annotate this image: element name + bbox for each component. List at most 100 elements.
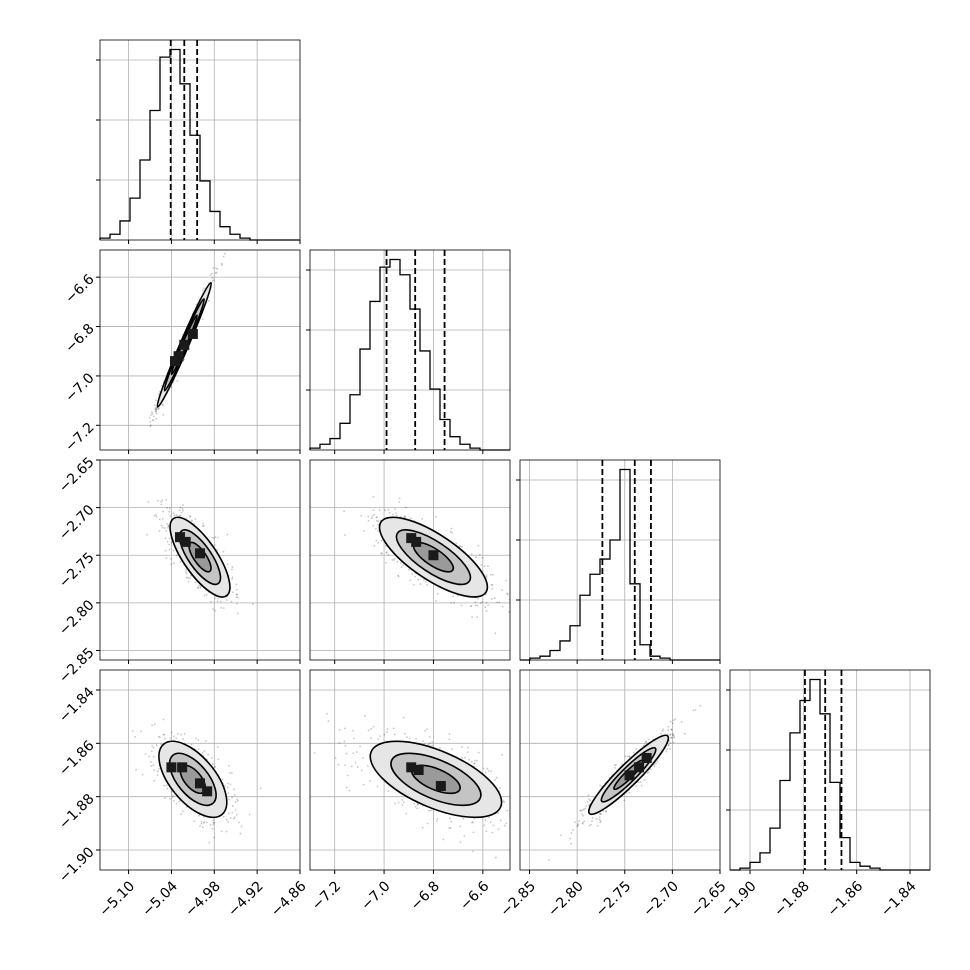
sample-point [417, 578, 420, 581]
sample-point [221, 264, 223, 267]
sample-point [626, 755, 629, 758]
sample-point [574, 821, 576, 824]
sample-point [435, 515, 438, 518]
sample-point [437, 592, 439, 595]
sample-point [583, 808, 585, 811]
sample-point [669, 742, 672, 744]
sample-point [448, 738, 451, 741]
sample-point [424, 581, 427, 583]
sample-point [173, 735, 175, 738]
sample-point [435, 819, 438, 822]
density-peak [170, 356, 180, 367]
sample-point [171, 796, 174, 798]
sample-point [190, 743, 193, 746]
sample-point [360, 769, 363, 772]
sample-point [231, 578, 233, 580]
sample-point [426, 584, 428, 586]
sample-point [473, 762, 476, 765]
sample-point [162, 413, 165, 416]
sample-point [175, 802, 178, 805]
sample-point [227, 764, 230, 767]
sample-point [380, 539, 383, 542]
sample-point [362, 757, 364, 760]
y-tick-label: −2.70 [56, 502, 98, 544]
sample-point [645, 740, 648, 743]
sample-point [224, 245, 226, 247]
sample-point [489, 821, 492, 823]
sample-point [670, 728, 673, 731]
sample-point [572, 829, 575, 831]
sample-point [491, 573, 494, 576]
sample-point [185, 571, 187, 573]
x-tick-label: −5.10 [97, 878, 139, 920]
sample-point [672, 741, 675, 744]
sample-point [148, 755, 151, 758]
density-panel-3-0 [131, 718, 262, 844]
sample-point [197, 739, 200, 741]
sample-point [166, 506, 168, 509]
sample-point [578, 820, 580, 823]
sample-point [157, 408, 159, 410]
sample-point [494, 632, 497, 635]
sample-point [377, 541, 380, 544]
sample-point [180, 511, 183, 514]
sample-point [385, 544, 387, 547]
sample-point [224, 785, 227, 787]
sample-point [497, 828, 500, 831]
sample-point [239, 832, 242, 835]
sample-point [449, 827, 452, 829]
sample-point [152, 419, 155, 421]
sample-point [462, 817, 465, 820]
sample-point [220, 262, 223, 265]
sample-point [210, 272, 213, 275]
density-peak [180, 536, 191, 547]
sample-point [155, 407, 158, 410]
sample-point [431, 744, 434, 747]
sample-point [216, 548, 219, 551]
sample-point [461, 745, 463, 748]
x-tick-label: −4.92 [225, 878, 267, 920]
sample-point [527, 829, 529, 831]
sample-point [170, 731, 173, 734]
sample-point [373, 544, 376, 547]
sample-point [376, 785, 379, 788]
sample-point [473, 759, 476, 762]
sample-point [203, 820, 206, 823]
sample-point [154, 408, 157, 411]
sample-point [387, 553, 390, 556]
sample-point [230, 772, 233, 775]
sample-point [667, 744, 670, 747]
sample-point [155, 514, 157, 516]
sample-point [385, 551, 388, 554]
sample-point [212, 267, 215, 269]
sample-point [395, 514, 398, 517]
sample-point [216, 746, 219, 748]
sample-point [429, 736, 431, 738]
sample-point [416, 803, 419, 806]
sample-point [408, 568, 410, 571]
sample-point [344, 764, 346, 767]
sample-point [155, 408, 158, 411]
sample-point [459, 841, 462, 844]
sample-point [207, 299, 210, 302]
density-peak [195, 778, 205, 789]
sample-point [199, 587, 202, 589]
sample-point [235, 583, 238, 586]
sample-point [570, 832, 573, 834]
sample-point [216, 268, 219, 270]
sample-point [217, 597, 219, 600]
x-tick-label: −2.85 [497, 878, 539, 920]
sample-point [669, 720, 672, 723]
sample-point [214, 597, 217, 600]
sample-point [374, 527, 377, 530]
sample-point [167, 525, 170, 527]
sample-point [494, 856, 497, 859]
panel-frame [309, 669, 511, 871]
sample-point [352, 729, 354, 732]
sample-point [363, 529, 365, 532]
sample-point [485, 575, 488, 578]
sample-point [152, 764, 155, 767]
sample-point [672, 734, 674, 737]
sample-point [598, 816, 601, 819]
sample-point [508, 610, 510, 613]
